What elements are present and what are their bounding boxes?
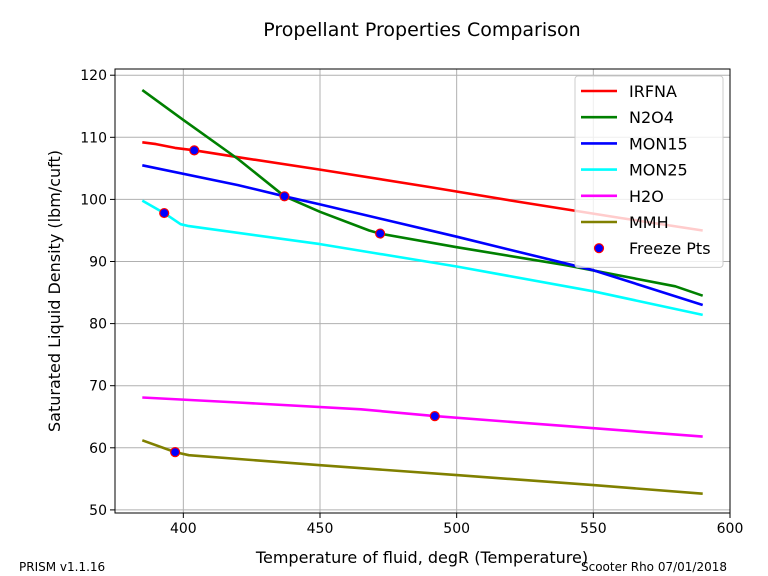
x-tick-label: 400 xyxy=(170,521,197,537)
series-line-mon15 xyxy=(142,164,704,307)
legend-label: Freeze Pts xyxy=(629,239,711,258)
y-tick-label: 50 xyxy=(89,503,107,519)
freeze-point-marker xyxy=(170,447,181,458)
series-line-irfna xyxy=(142,141,703,232)
legend-label: N2O4 xyxy=(629,108,674,127)
y-tick-label: 100 xyxy=(80,192,107,208)
y-tick-label: 70 xyxy=(89,379,107,395)
plot-frame xyxy=(114,68,731,514)
legend-label: IRFNA xyxy=(629,82,677,101)
legend-label: MMH xyxy=(629,213,669,232)
chart-title: Propellant Properties Comparison xyxy=(263,19,580,41)
footer-author-date: Scooter Rho 07/01/2018 xyxy=(581,560,727,574)
legend-swatch-freeze-pts xyxy=(593,243,605,254)
freeze-point-marker xyxy=(279,191,290,202)
x-axis-label: Temperature of fluid, degR (Temperature) xyxy=(255,548,588,567)
series-line-h2o xyxy=(142,396,703,438)
y-axis-label: Saturated Liquid Density (lbm/cuft) xyxy=(45,150,64,432)
x-tick-label: 600 xyxy=(717,521,744,537)
footer-version: PRISM v1.1.16 xyxy=(19,560,106,574)
legend-label: MON25 xyxy=(629,161,688,180)
freeze-point-marker xyxy=(375,228,386,239)
legend-box xyxy=(574,75,724,268)
freeze-point-markers xyxy=(159,145,440,458)
axis-ticks: 400 450 500 550 600 50 60 70 80 90 100 110 120 xyxy=(80,68,743,537)
y-tick-label: 80 xyxy=(89,317,107,333)
x-tick-label: 550 xyxy=(580,521,607,537)
legend-label: H2O xyxy=(629,187,664,206)
y-tick-label: 120 xyxy=(80,68,107,84)
x-tick-label: 450 xyxy=(307,521,334,537)
legend: IRFNA N2O4 MON15 MON25 H2O MMH Freeze Pts xyxy=(574,75,724,268)
freeze-point-marker xyxy=(159,207,170,219)
legend-label: MON15 xyxy=(629,134,688,153)
y-tick-label: 110 xyxy=(80,130,107,146)
x-tick-label: 500 xyxy=(443,521,470,537)
freeze-point-marker xyxy=(429,411,440,422)
y-tick-label: 90 xyxy=(89,255,107,271)
freeze-point-marker xyxy=(189,145,200,156)
y-tick-label: 60 xyxy=(89,441,107,457)
